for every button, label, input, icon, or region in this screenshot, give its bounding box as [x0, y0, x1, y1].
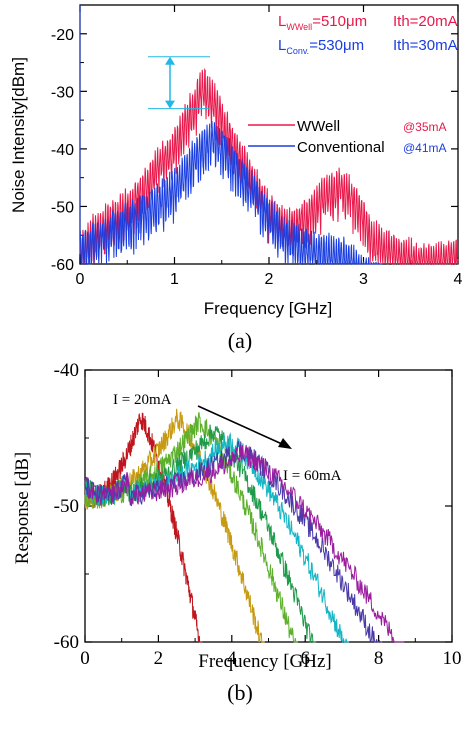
x-tick-label-b: 2	[154, 648, 164, 669]
series-line-conventional	[79, 5, 383, 265]
y-tick-label-b: -60	[54, 632, 79, 653]
y-tick-label-a: -30	[51, 84, 74, 101]
x-tick-label-a: 0	[76, 271, 85, 288]
tick-labels-a: 0 1 2 3 4 -20 -30 -40 -50 -60	[51, 27, 463, 288]
x-tick-label-b: 8	[374, 648, 384, 669]
x-tick-label-b: 4	[227, 648, 237, 669]
annotation-high-current: I = 60mA	[283, 468, 342, 484]
annotation-conv-length: LConv.=530μm	[278, 37, 364, 56]
current-increase-arrow	[197, 405, 292, 449]
panel-label-a: (a)	[228, 328, 252, 353]
legend-label-wwell: WWell	[297, 118, 340, 135]
y-tick-label-a: -60	[51, 257, 74, 274]
arrow-head-up	[165, 56, 175, 65]
legend-note-wwell: @35mA	[403, 120, 447, 134]
x-tick-label-a: 1	[170, 271, 179, 288]
y-tick-label-b: -40	[54, 360, 79, 381]
peak-difference-arrow	[148, 56, 210, 110]
arrow-head-down	[165, 100, 175, 109]
annotation-wwell-ith: Ith=20mA	[393, 13, 458, 30]
x-axis-label-b: Frequency [GHz]	[198, 651, 331, 672]
x-tick-label-b: 6	[300, 648, 310, 669]
panel-b: 0 2 4 6 8 10 -40 -50 -60 I = 20mA I = 60mA Frequ…	[12, 360, 462, 705]
tick-marks-b	[84, 369, 453, 643]
response-curve-7	[84, 444, 405, 643]
x-tick-label-a: 4	[454, 271, 463, 288]
series-line-wwell	[79, 67, 459, 265]
plot-frame-b	[84, 369, 453, 643]
response-curve-1	[84, 412, 203, 643]
x-axis-label-a: Frequency [GHz]	[204, 299, 333, 318]
series-group-b	[84, 408, 405, 644]
annotation-low-current: I = 20mA	[113, 392, 172, 408]
tick-labels-b: 0 2 4 6 8 10 -40 -50 -60	[54, 360, 462, 669]
y-axis-label-b: Response [dB]	[12, 452, 33, 564]
annotation-wwell-length: LWWell=510μm	[278, 13, 367, 32]
panel-a: 0 1 2 3 4 -20 -30 -40 -50 -60 LWWell=510μm Ith=20…	[9, 4, 463, 353]
panel-label-b: (b)	[227, 680, 253, 705]
y-tick-label-a: -50	[51, 199, 74, 216]
x-tick-label-a: 3	[359, 271, 368, 288]
series-group-a	[79, 5, 459, 265]
x-tick-label-b: 10	[443, 648, 462, 669]
y-tick-label-b: -50	[54, 496, 79, 517]
legend-note-conventional: @41mA	[403, 141, 447, 155]
y-tick-label-a: -20	[51, 27, 74, 44]
legend-label-conventional: Conventional	[297, 139, 385, 156]
x-tick-label-b: 0	[80, 648, 90, 669]
x-tick-label-a: 2	[265, 271, 274, 288]
annotation-conv-ith: Ith=30mA	[393, 37, 458, 54]
y-tick-label-a: -40	[51, 142, 74, 159]
y-axis-label-a: Noise Intensity[dBm]	[9, 57, 28, 213]
